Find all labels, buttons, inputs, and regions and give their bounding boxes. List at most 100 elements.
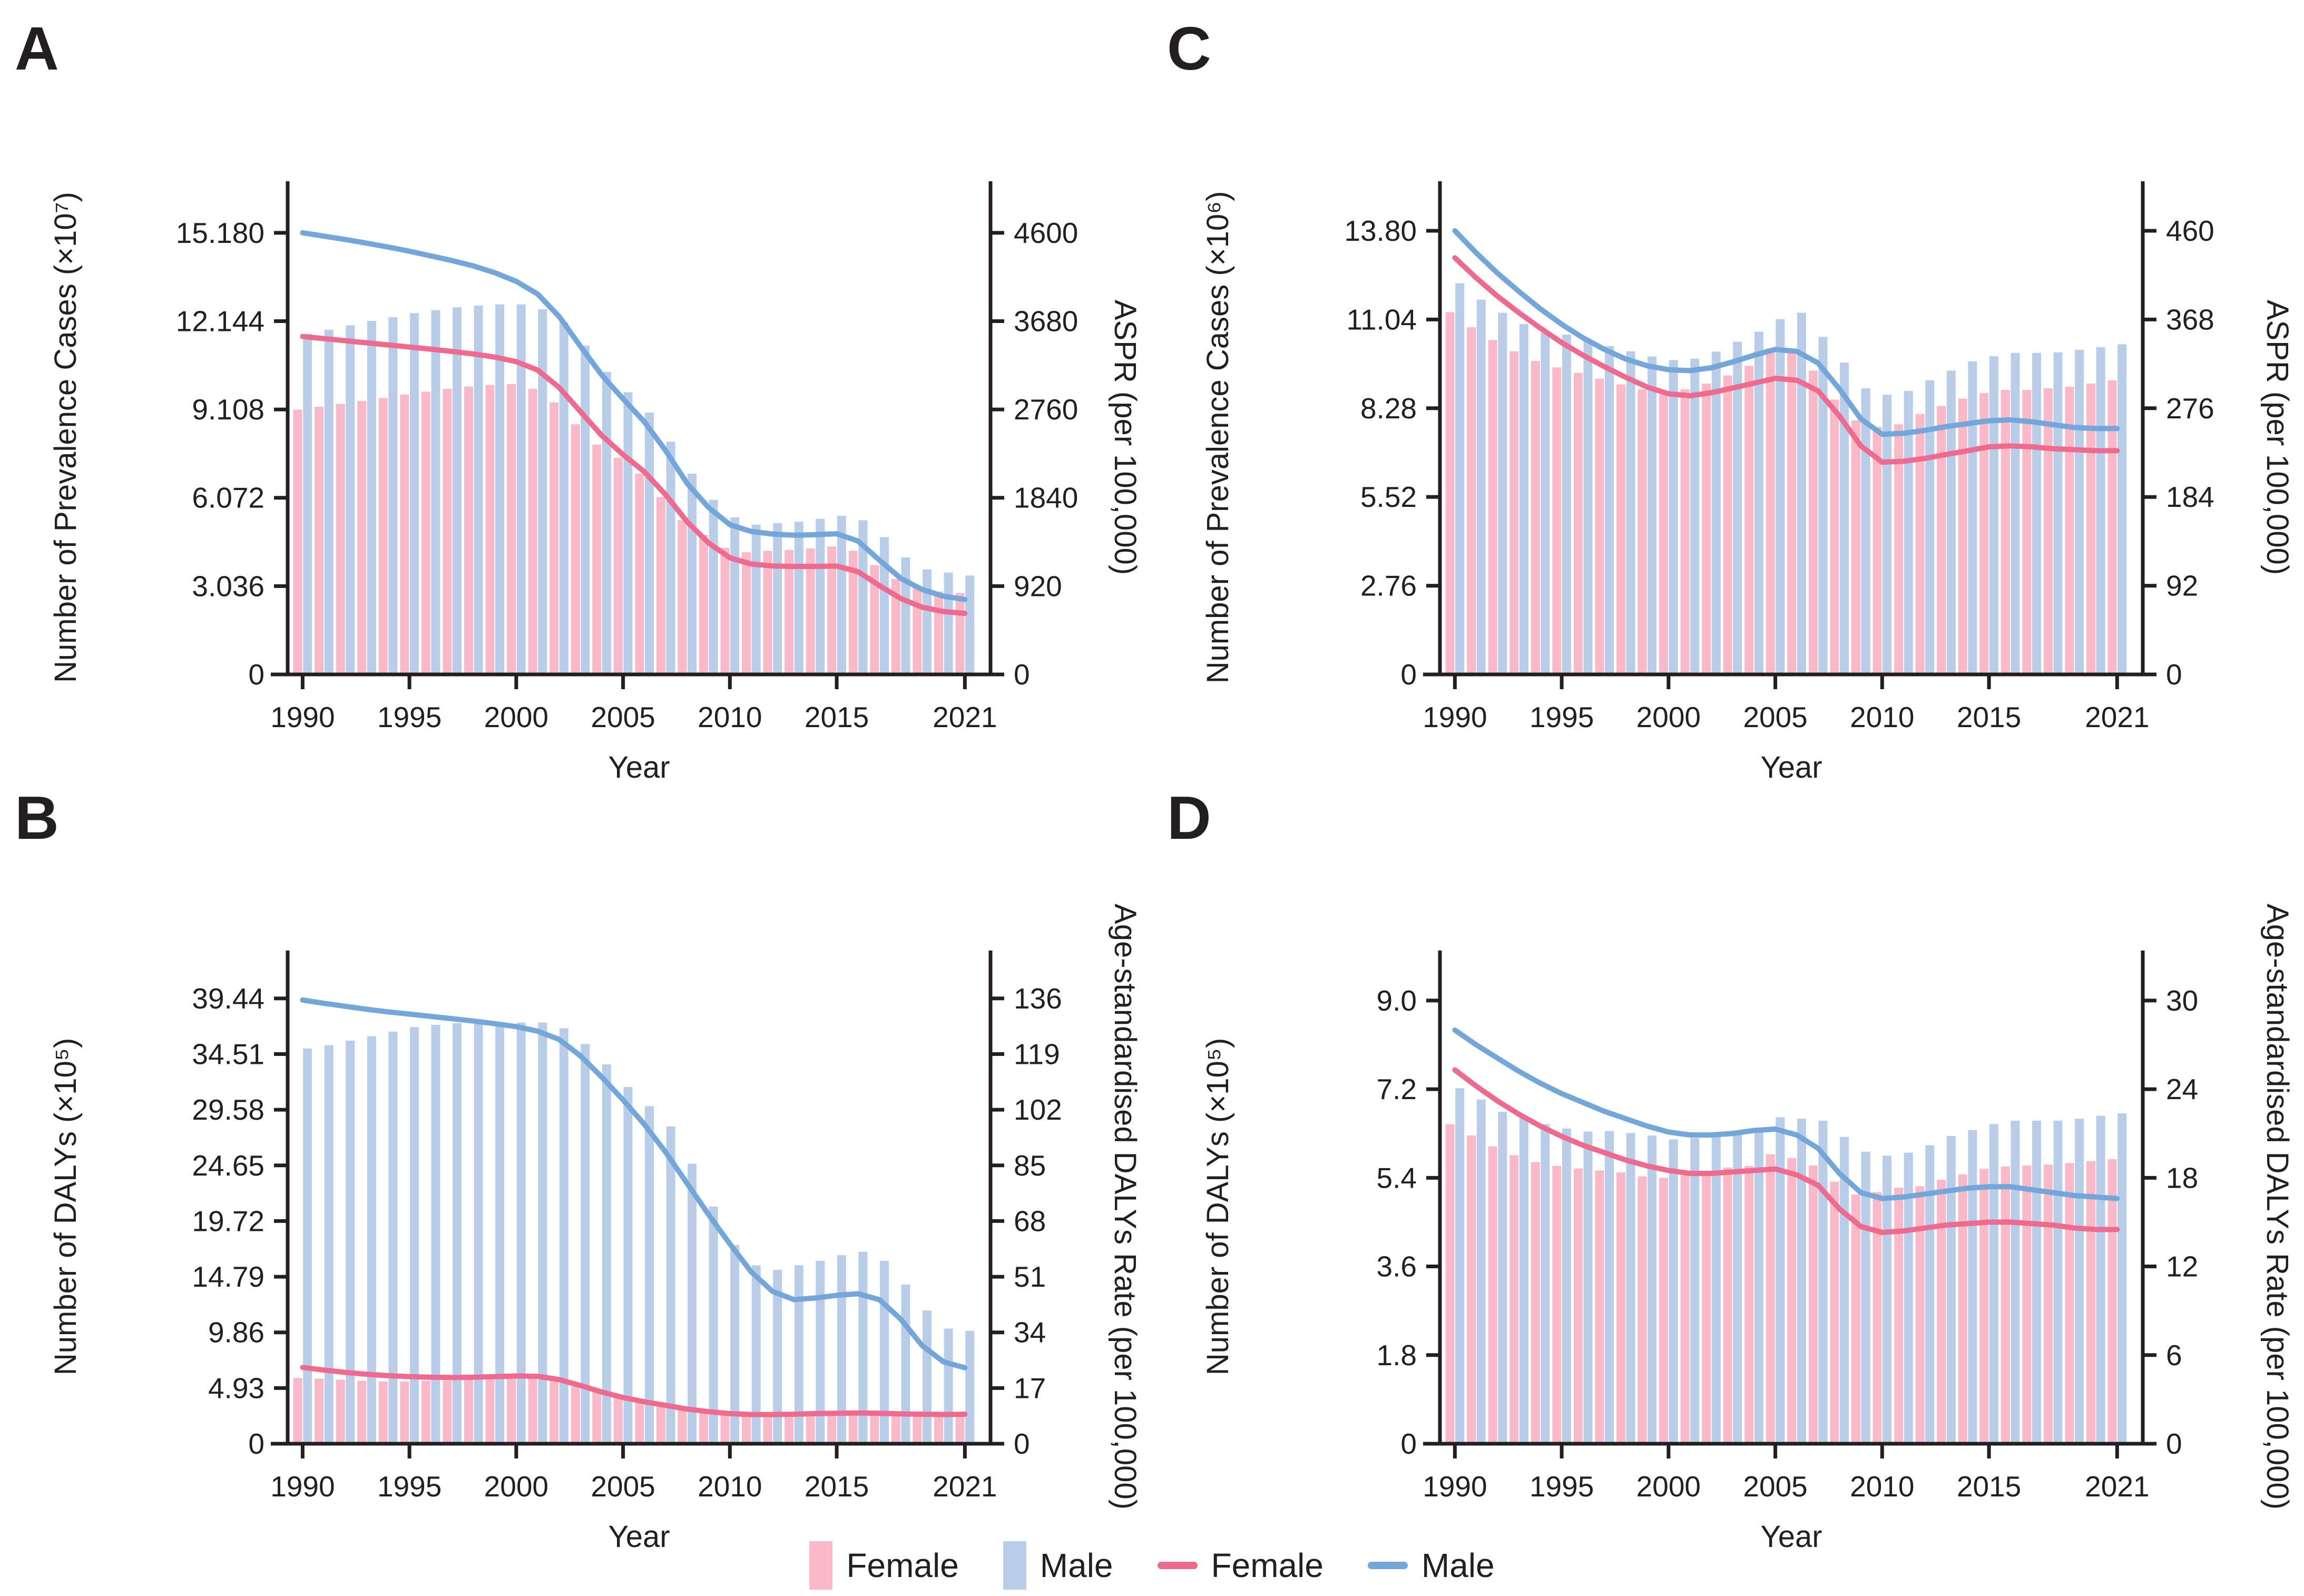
bar-female-1995 xyxy=(400,1381,409,1444)
bar-female-1996 xyxy=(421,1380,430,1444)
x-tick-label: 2010 xyxy=(1850,1470,1914,1503)
bar-male-1993 xyxy=(1519,1118,1528,1444)
bar-female-1998 xyxy=(464,1379,473,1444)
bar-male-2018 xyxy=(901,1284,910,1444)
bar-female-2020 xyxy=(2086,383,2095,674)
right-axis-title: Age-standardised DALYs Rate (per 100,000… xyxy=(2260,904,2295,1510)
right-tick-label: 34 xyxy=(1014,1316,1046,1349)
bar-male-2007 xyxy=(1818,1120,1828,1444)
bar-male-2008 xyxy=(688,474,697,674)
left-tick-label: 0 xyxy=(1400,1427,1417,1460)
bar-female-2000 xyxy=(507,1375,516,1444)
bar-female-2021 xyxy=(2107,1159,2117,1444)
x-tick-label: 2010 xyxy=(1850,701,1914,733)
bar-female-1991 xyxy=(1467,1135,1476,1444)
x-axis-title: Year xyxy=(1760,750,1822,785)
axes-group xyxy=(271,951,993,1446)
bars-group xyxy=(1445,1088,2127,1444)
bar-male-2016 xyxy=(2011,1120,2020,1444)
bar-female-1990 xyxy=(293,1378,302,1444)
bar-male-1999 xyxy=(1648,356,1657,674)
right-axis-title: ASPR (per 100,000) xyxy=(1108,300,1142,575)
bar-female-2013 xyxy=(1937,1180,1946,1444)
bar-female-2015 xyxy=(1979,1169,1989,1444)
bar-female-2007 xyxy=(1808,370,1818,674)
bar-male-2007 xyxy=(666,442,675,674)
bar-female-2019 xyxy=(2065,1163,2074,1444)
bar-female-2021 xyxy=(955,1413,965,1444)
bar-male-1993 xyxy=(367,1036,376,1444)
left-tick-label: 9.0 xyxy=(1377,984,1417,1017)
bar-male-1992 xyxy=(1498,1112,1507,1444)
bar-female-1996 xyxy=(1573,1168,1583,1444)
bar-female-2003 xyxy=(1723,375,1732,674)
bar-male-1991 xyxy=(1476,299,1486,674)
bar-female-2013 xyxy=(785,550,794,674)
bar-male-2009 xyxy=(1861,388,1870,674)
bar-male-2020 xyxy=(944,1328,953,1444)
bar-female-2002 xyxy=(550,1379,559,1444)
bar-female-2019 xyxy=(913,1413,922,1444)
bar-male-1994 xyxy=(388,1031,398,1444)
bar-male-1994 xyxy=(1541,1124,1550,1444)
bar-male-2010 xyxy=(730,517,740,674)
bar-male-2009 xyxy=(709,500,718,674)
x-tick-label: 2015 xyxy=(1957,1470,2021,1503)
bar-female-2020 xyxy=(934,1414,943,1444)
right-tick-label: 0 xyxy=(2166,1427,2182,1460)
panel-d-chart: D 0 1.8 3.6 5.4 7.2 9.0 0 6 12 18 24 30 1990 1995 2000 2… xyxy=(1167,784,2295,1554)
bar-male-1992 xyxy=(346,1041,355,1444)
bar-female-2020 xyxy=(934,591,943,674)
bar-female-2019 xyxy=(913,585,922,674)
bar-male-2014 xyxy=(816,518,825,674)
left-tick-label: 5.52 xyxy=(1360,481,1417,513)
bar-male-2008 xyxy=(1840,363,1849,674)
panel-a-chart: A 0 3.036 6.072 9.108 12.144 15.180 0 920 1840 276… xyxy=(15,14,1142,785)
bar-male-2019 xyxy=(2075,1119,2084,1444)
right-tick-label: 24 xyxy=(2166,1073,2198,1105)
lines-group xyxy=(300,997,968,1417)
bar-female-2001 xyxy=(528,1376,537,1444)
bar-female-2016 xyxy=(2001,1166,2010,1444)
bar-male-2021 xyxy=(2117,344,2127,674)
x-tick-label: 2021 xyxy=(2085,701,2149,733)
bar-female-1993 xyxy=(357,400,367,674)
legend-item-male-line: Male xyxy=(1367,1549,1495,1582)
legend-item-female-bar: Female xyxy=(809,1541,959,1590)
bars-group xyxy=(293,304,975,674)
bar-female-1996 xyxy=(421,391,430,674)
bar-female-1998 xyxy=(1616,1172,1625,1444)
bar-male-2003 xyxy=(1733,1131,1742,1444)
axes-group xyxy=(271,181,993,677)
left-tick-label: 0 xyxy=(248,1427,264,1460)
bar-male-2004 xyxy=(602,1064,611,1444)
bar-female-1999 xyxy=(1638,389,1647,674)
bar-female-1990 xyxy=(293,409,302,674)
legend-label: Female xyxy=(846,1546,959,1584)
bar-male-2018 xyxy=(2053,352,2063,674)
bar-female-2014 xyxy=(806,548,815,674)
bar-female-2002 xyxy=(1702,383,1711,674)
right-tick-label: 68 xyxy=(1014,1205,1046,1237)
bar-male-1994 xyxy=(388,317,398,674)
bar-male-1994 xyxy=(1541,333,1550,674)
right-tick-label: 368 xyxy=(2166,303,2214,336)
bar-male-2021 xyxy=(965,1330,975,1444)
bar-male-2013 xyxy=(794,522,803,674)
right-axis-title: ASPR (per 100,000) xyxy=(2260,300,2295,575)
bar-male-1990 xyxy=(303,1049,312,1444)
bar-male-2000 xyxy=(1669,360,1678,674)
bar-male-2012 xyxy=(1925,380,1935,674)
bar-male-1999 xyxy=(1648,1135,1657,1444)
right-tick-label: 920 xyxy=(1014,570,1062,602)
left-tick-label: 19.72 xyxy=(192,1205,264,1237)
bar-male-2021 xyxy=(965,575,975,674)
bar-female-2015 xyxy=(827,1412,837,1444)
bar-female-2003 xyxy=(571,1386,580,1444)
x-tick-label: 2000 xyxy=(484,701,548,733)
left-tick-label: 2.76 xyxy=(1360,570,1417,602)
bar-male-1997 xyxy=(453,1023,462,1444)
bar-male-2004 xyxy=(602,371,611,674)
bar-female-2017 xyxy=(870,1412,879,1444)
bar-female-1993 xyxy=(1509,1155,1519,1444)
